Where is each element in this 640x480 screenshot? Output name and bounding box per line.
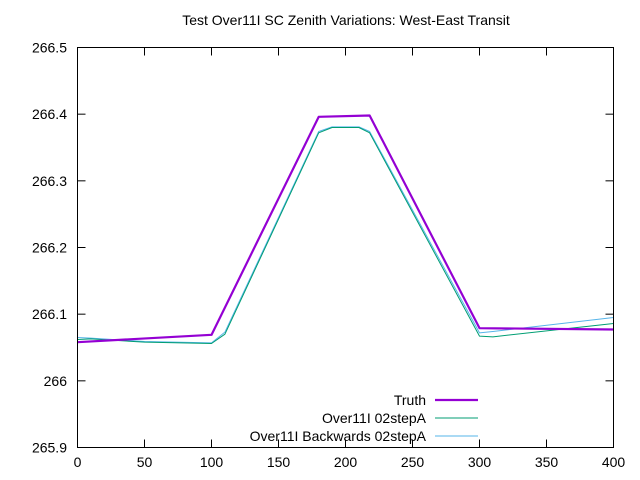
x-tick-label: 200 <box>334 454 358 470</box>
legend-label: Over11I Backwards 02stepA <box>250 428 427 444</box>
x-tick-label: 0 <box>74 454 82 470</box>
x-tick-label: 100 <box>200 454 224 470</box>
y-tick-label: 266.1 <box>32 306 67 322</box>
y-tick-label: 266 <box>44 373 68 389</box>
y-tick-label: 266.4 <box>32 106 67 122</box>
y-tick-label: 266.3 <box>32 173 67 189</box>
x-tick-label: 50 <box>137 454 153 470</box>
y-axis-ticks: 265.9 266 266.1 266.2 266.3 266.4 266.5 <box>32 40 614 456</box>
x-tick-label: 150 <box>267 454 291 470</box>
series-line-2 <box>77 127 614 344</box>
legend-label: Truth <box>394 392 426 408</box>
y-tick-label: 266.5 <box>32 40 67 56</box>
chart-title: Test Over11I SC Zenith Variations: West-… <box>182 12 510 28</box>
y-tick-label: 266.2 <box>32 240 67 256</box>
x-tick-label: 350 <box>535 454 559 470</box>
x-tick-label: 250 <box>401 454 425 470</box>
series-line-3 <box>77 126 614 344</box>
legend-label: Over11I 02stepA <box>322 410 427 426</box>
y-tick-label: 265.9 <box>32 440 67 456</box>
x-tick-label: 300 <box>468 454 492 470</box>
x-tick-label: 400 <box>602 454 626 470</box>
plot-frame <box>77 47 614 448</box>
series-layer <box>77 114 614 344</box>
series-line-1 <box>77 114 614 344</box>
legend: Truth Over11I 02stepA Over11I Backwards 02… <box>250 392 478 444</box>
x-axis-ticks: 0 50 100 150 200 250 300 350 400 <box>74 47 626 470</box>
